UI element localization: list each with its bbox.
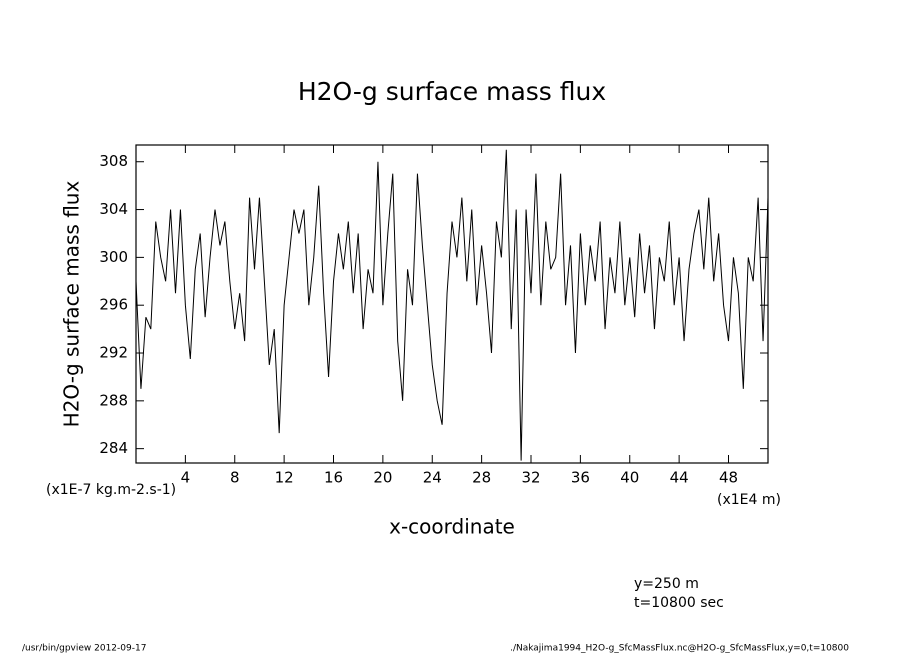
x-tick-label: 48 xyxy=(719,469,738,487)
x-axis-label: x-coordinate xyxy=(389,515,515,539)
y-tick-label: 304 xyxy=(99,200,128,218)
chart-title: H2O-g surface mass flux xyxy=(298,77,606,106)
footer: ./Nakajima1994_H2O-g_SfcMassFlux.nc@H2O-… xyxy=(510,644,849,654)
annotation: y=250 m xyxy=(634,576,699,592)
y-units: (x1E-7 kg.m-2.s-1) xyxy=(46,482,176,498)
y-tick-label: 284 xyxy=(99,439,128,457)
footer: /usr/bin/gpview 2012-09-17 xyxy=(22,644,146,654)
x-tick-label: 32 xyxy=(521,469,540,487)
x-tick-label: 40 xyxy=(620,469,639,487)
plot-frame xyxy=(135,144,769,464)
x-tick-label: 44 xyxy=(670,469,689,487)
y-tick-label: 288 xyxy=(99,391,128,409)
x-tick-label: 12 xyxy=(275,469,294,487)
y-tick-label: 296 xyxy=(99,296,128,314)
annotation: t=10800 sec xyxy=(634,595,724,611)
y-tick-label: 308 xyxy=(99,152,128,170)
x-tick-label: 16 xyxy=(324,469,343,487)
x-tick-label: 24 xyxy=(423,469,442,487)
y-tick-label: 292 xyxy=(99,344,128,362)
x-tick-label: 4 xyxy=(181,469,191,487)
x-tick-label: 8 xyxy=(230,469,240,487)
x-tick-label: 28 xyxy=(472,469,491,487)
y-tick-label: 300 xyxy=(99,248,128,266)
y-axis-label: H2O-g surface mass flux xyxy=(60,181,84,428)
data-line xyxy=(136,149,768,461)
x-units: (x1E4 m) xyxy=(717,492,781,508)
x-tick-label: 20 xyxy=(373,469,392,487)
x-tick-label: 36 xyxy=(571,469,590,487)
